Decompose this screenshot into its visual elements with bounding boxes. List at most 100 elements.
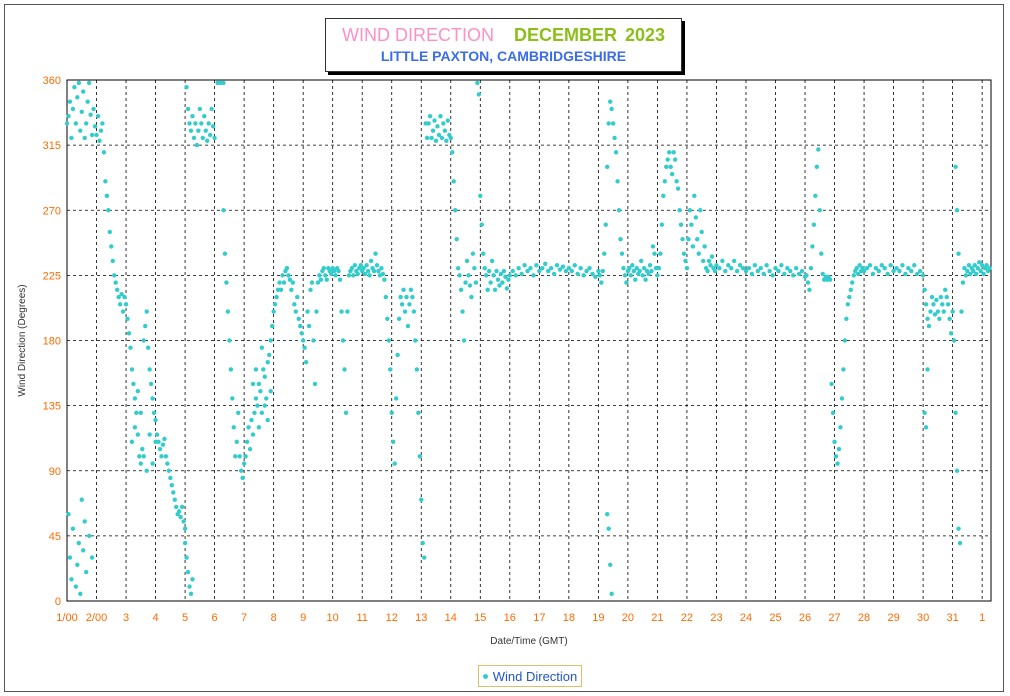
y-axis-ticks: 0 45 90 135 180 225 270 315 360 (43, 75, 61, 608)
data-point (833, 454, 839, 459)
data-point (374, 263, 380, 268)
data-point (436, 132, 442, 138)
data-point (364, 263, 369, 268)
data-point (699, 229, 704, 235)
data-point (281, 280, 287, 285)
data-point (416, 410, 421, 416)
y-tick-label: 270 (43, 205, 61, 217)
data-point (69, 135, 74, 141)
data-point (70, 106, 76, 112)
x-tick-label: 7 (241, 612, 247, 624)
data-point (637, 268, 642, 274)
x-tick-label: 1/00 (56, 612, 77, 624)
chart-frame (4, 4, 1004, 692)
data-point (684, 265, 690, 271)
data-point (253, 396, 259, 401)
data-point (621, 265, 626, 271)
data-point (135, 388, 141, 394)
x-tick-label: 10 (327, 612, 339, 624)
data-point (609, 591, 614, 596)
data-point (419, 497, 424, 502)
data-point (331, 268, 337, 274)
data-point (607, 99, 613, 104)
data-point (210, 124, 216, 129)
data-point (106, 208, 111, 213)
data-point (677, 208, 682, 213)
data-point (305, 309, 310, 314)
data-point (236, 410, 241, 416)
data-point (234, 439, 239, 445)
data-point (461, 338, 467, 343)
data-point (67, 555, 73, 560)
data-point (89, 132, 95, 138)
data-point (755, 268, 760, 274)
data-point (452, 208, 458, 213)
data-point (391, 439, 396, 445)
data-point (776, 268, 781, 274)
data-point (981, 271, 986, 277)
grid (67, 80, 991, 601)
data-point (979, 263, 985, 268)
data-point (358, 263, 363, 268)
data-point (246, 425, 251, 430)
data-point (646, 271, 651, 277)
data-point (569, 268, 575, 274)
data-point (764, 263, 769, 268)
data-point (137, 454, 142, 459)
data-point (963, 273, 969, 278)
data-point (695, 236, 700, 242)
data-point (336, 268, 341, 274)
data-point (76, 80, 82, 86)
data-point (324, 277, 329, 282)
data-point (698, 208, 703, 213)
data-point (143, 323, 148, 329)
data-point (103, 179, 108, 184)
data-point (422, 555, 427, 560)
data-point (153, 417, 158, 423)
data-point (414, 367, 420, 372)
chart-subtitle: LITTLE PAXTON, CAMBRIDGESHIRE (380, 48, 627, 64)
data-point (867, 263, 873, 268)
data-point (430, 128, 436, 133)
data-point (647, 263, 653, 268)
data-point (951, 338, 957, 343)
data-point (290, 280, 296, 285)
data-point (97, 138, 102, 143)
x-tick-label: 23 (710, 612, 722, 624)
data-point (321, 265, 327, 271)
data-point (785, 265, 790, 271)
data-point (500, 280, 505, 285)
data-point (667, 150, 672, 155)
data-point (498, 271, 504, 277)
data-point (66, 113, 71, 119)
data-point (649, 268, 654, 274)
data-point (145, 345, 151, 350)
data-point (966, 263, 972, 268)
data-point (773, 265, 778, 271)
data-point (516, 265, 521, 271)
data-point (975, 265, 980, 271)
data-point (92, 124, 98, 129)
data-point (300, 338, 306, 343)
data-point (906, 265, 911, 271)
data-point (613, 150, 619, 155)
data-point (258, 388, 263, 394)
data-point (243, 454, 248, 459)
data-point (442, 128, 448, 133)
data-point (367, 273, 372, 278)
data-point (912, 263, 917, 268)
data-point (761, 271, 766, 277)
data-point (671, 150, 676, 155)
data-point (202, 113, 207, 119)
data-point (337, 277, 343, 282)
data-point (678, 222, 684, 227)
data-point (135, 432, 141, 437)
data-point (280, 273, 285, 278)
data-point (233, 454, 238, 459)
data-point (848, 287, 853, 293)
data-point (181, 519, 186, 524)
x-tick-label: 1 (979, 612, 985, 624)
data-point (448, 135, 453, 141)
data-point (693, 215, 698, 220)
data-point (619, 251, 625, 256)
